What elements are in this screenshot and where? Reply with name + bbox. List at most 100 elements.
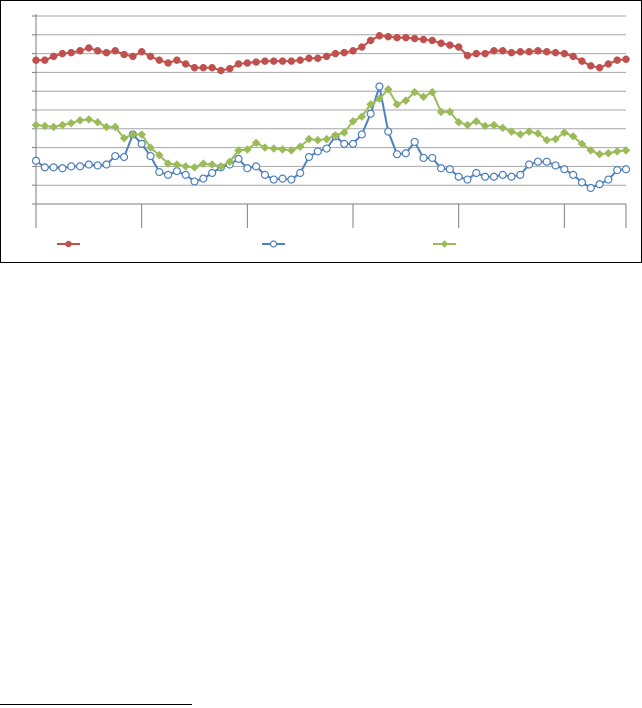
data-point bbox=[481, 172, 490, 181]
data-point bbox=[472, 168, 481, 178]
data-point bbox=[437, 39, 445, 48]
data-point bbox=[586, 183, 595, 193]
legend-entry-2 bbox=[262, 240, 285, 248]
chart-border bbox=[0, 0, 642, 263]
data-point bbox=[190, 162, 199, 172]
data-point bbox=[384, 127, 393, 136]
data-point bbox=[137, 139, 146, 148]
data-point bbox=[296, 56, 304, 64]
chart-container bbox=[0, 0, 642, 263]
data-point bbox=[304, 152, 314, 162]
data-point bbox=[243, 59, 252, 67]
data-point bbox=[498, 123, 508, 133]
data-point bbox=[375, 94, 384, 104]
data-point bbox=[181, 170, 190, 179]
data-point bbox=[181, 162, 191, 171]
data-point bbox=[76, 47, 84, 55]
data-point bbox=[489, 172, 499, 181]
data-point bbox=[40, 163, 49, 172]
data-point bbox=[181, 60, 190, 68]
data-point bbox=[613, 166, 622, 175]
data-point bbox=[155, 56, 164, 64]
data-point bbox=[454, 117, 464, 127]
data-point bbox=[551, 48, 560, 57]
data-point bbox=[243, 164, 252, 173]
data-point bbox=[120, 50, 128, 59]
data-point bbox=[84, 115, 94, 124]
data-point bbox=[58, 120, 67, 130]
line-chart bbox=[0, 0, 642, 263]
data-point bbox=[102, 160, 111, 169]
data-point bbox=[560, 165, 569, 174]
data-point bbox=[66, 118, 76, 128]
data-point bbox=[49, 52, 58, 61]
data-point bbox=[357, 130, 366, 139]
data-point bbox=[392, 150, 402, 159]
data-point bbox=[569, 52, 577, 61]
data-point bbox=[516, 170, 525, 179]
data-point bbox=[41, 56, 49, 64]
gridlines bbox=[36, 15, 626, 186]
data-point bbox=[436, 107, 446, 117]
data-point bbox=[58, 49, 67, 58]
data-point bbox=[304, 134, 314, 144]
data-point bbox=[313, 135, 323, 145]
data-point bbox=[445, 165, 454, 174]
data-point bbox=[269, 144, 279, 153]
data-point bbox=[110, 122, 120, 132]
data-point bbox=[190, 63, 199, 72]
data-point bbox=[498, 170, 507, 179]
data-point bbox=[393, 33, 401, 42]
data-point bbox=[199, 174, 208, 183]
data-point bbox=[463, 120, 472, 130]
data-point bbox=[331, 49, 340, 58]
data-point bbox=[560, 49, 569, 58]
data-point bbox=[339, 128, 349, 137]
data-point bbox=[440, 240, 449, 248]
data-point bbox=[348, 116, 358, 126]
data-point bbox=[586, 146, 596, 155]
data-point bbox=[542, 47, 551, 56]
data-point bbox=[32, 56, 40, 64]
data-point bbox=[322, 52, 331, 61]
data-point bbox=[595, 180, 604, 189]
data-point bbox=[366, 109, 375, 118]
data-point bbox=[154, 150, 164, 160]
data-point bbox=[65, 240, 72, 248]
data-point bbox=[454, 172, 463, 181]
series-3 bbox=[31, 84, 631, 172]
data-point bbox=[560, 128, 569, 137]
data-point bbox=[428, 153, 437, 163]
data-point bbox=[173, 56, 181, 64]
data-point bbox=[542, 157, 551, 166]
data-point bbox=[287, 146, 296, 155]
data-point bbox=[471, 116, 481, 126]
data-point bbox=[445, 107, 455, 117]
data-point bbox=[383, 84, 393, 94]
data-point bbox=[129, 52, 137, 61]
data-point bbox=[419, 35, 428, 44]
data-point bbox=[366, 100, 375, 109]
data-point bbox=[252, 58, 260, 66]
data-point bbox=[199, 63, 208, 72]
data-point bbox=[269, 175, 278, 184]
legend-entry-1 bbox=[57, 240, 80, 248]
data-point bbox=[111, 151, 120, 161]
data-point bbox=[67, 162, 76, 171]
data-point bbox=[331, 131, 340, 140]
data-point bbox=[375, 31, 384, 40]
data-point bbox=[578, 57, 586, 65]
data-point bbox=[313, 147, 322, 156]
data-point bbox=[128, 130, 138, 139]
data-point bbox=[358, 43, 366, 51]
data-point bbox=[525, 47, 533, 56]
data-point bbox=[410, 87, 420, 97]
data-point bbox=[234, 154, 243, 163]
series-group bbox=[31, 31, 631, 193]
data-point bbox=[40, 121, 50, 131]
data-point bbox=[102, 48, 111, 57]
data-point bbox=[58, 164, 67, 173]
data-point bbox=[314, 54, 322, 63]
data-point bbox=[595, 63, 604, 72]
data-point bbox=[401, 96, 411, 105]
